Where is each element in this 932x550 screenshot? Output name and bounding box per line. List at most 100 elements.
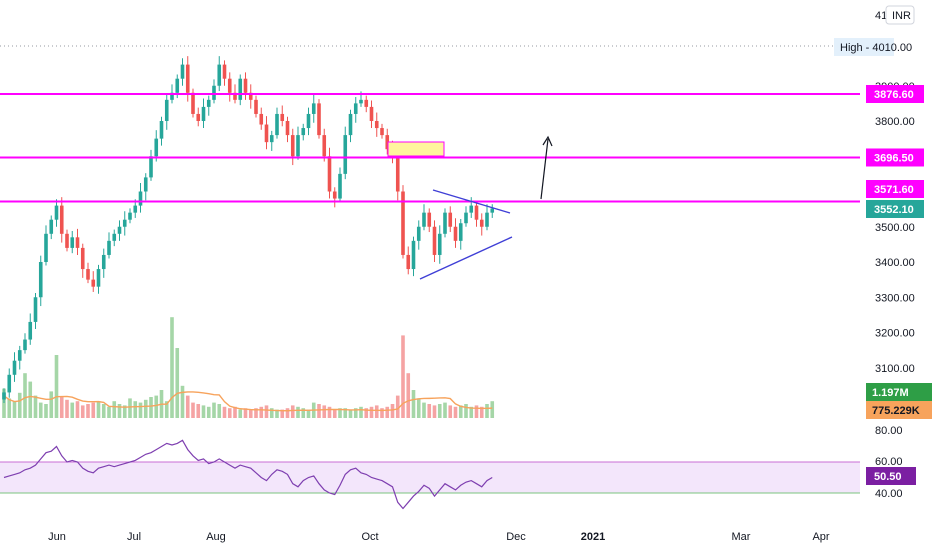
rsi-pane[interactable] <box>0 439 860 510</box>
candle[interactable] <box>395 152 400 201</box>
candle[interactable] <box>86 262 90 284</box>
candle[interactable] <box>306 107 311 136</box>
candle[interactable] <box>458 218 463 250</box>
candle[interactable] <box>117 220 122 241</box>
candle[interactable] <box>201 98 206 129</box>
time-axis[interactable]: Jun Jul Aug Oct Dec 2021 Mar Apr <box>48 531 830 543</box>
candle[interactable] <box>479 213 484 236</box>
candle[interactable] <box>180 58 185 86</box>
projection-arrow-line[interactable] <box>540 138 549 200</box>
candle[interactable] <box>70 230 75 254</box>
candle[interactable] <box>159 116 164 146</box>
candle[interactable] <box>437 225 442 264</box>
trendline-lower[interactable] <box>419 236 513 280</box>
candle[interactable] <box>238 74 243 106</box>
price-badge[interactable]: 3571.60 <box>866 180 924 198</box>
candle[interactable] <box>338 167 342 203</box>
candle[interactable] <box>348 109 353 143</box>
high-price-label[interactable]: High - 4010.00 <box>834 38 912 56</box>
candle[interactable] <box>112 229 117 247</box>
supply-zone-box[interactable] <box>387 141 445 157</box>
candle[interactable] <box>353 97 358 123</box>
candle[interactable] <box>275 107 279 139</box>
candle[interactable] <box>327 147 332 199</box>
candle[interactable] <box>12 352 17 382</box>
candle[interactable] <box>128 208 132 224</box>
candle[interactable] <box>28 313 33 345</box>
candle[interactable] <box>138 183 143 213</box>
candle[interactable] <box>343 126 348 180</box>
candle[interactable] <box>164 93 169 130</box>
candle[interactable] <box>206 95 211 116</box>
candle[interactable] <box>490 204 495 218</box>
currency-label[interactable]: 41 INR <box>875 5 915 25</box>
candle[interactable] <box>17 345 22 370</box>
candle[interactable] <box>317 99 321 139</box>
rsi-current-badge[interactable]: 50.50 <box>866 467 916 485</box>
candle[interactable] <box>248 84 253 109</box>
candle[interactable] <box>122 211 127 236</box>
candle[interactable] <box>411 236 416 277</box>
candle[interactable] <box>432 220 437 262</box>
candle[interactable] <box>269 130 274 151</box>
candle[interactable] <box>448 206 453 233</box>
candle[interactable] <box>332 187 337 208</box>
price-axis[interactable]: 3100.00 3200.00 3300.00 3400.00 3500.00 3800.… <box>834 38 932 500</box>
candle[interactable] <box>380 123 384 139</box>
candle[interactable] <box>91 271 96 292</box>
candle[interactable] <box>453 218 458 248</box>
candle[interactable] <box>65 229 69 252</box>
candle[interactable] <box>301 123 306 141</box>
candle[interactable] <box>49 215 54 240</box>
candle[interactable] <box>311 94 316 123</box>
candle[interactable] <box>23 333 27 354</box>
candle[interactable] <box>107 232 111 259</box>
candle[interactable] <box>422 204 426 231</box>
candle[interactable] <box>374 112 379 137</box>
candle[interactable] <box>264 116 269 150</box>
candle[interactable] <box>75 228 80 255</box>
candle[interactable] <box>96 264 101 294</box>
candle[interactable] <box>2 388 6 403</box>
candle[interactable] <box>212 79 216 104</box>
candle[interactable] <box>80 243 85 278</box>
candle[interactable] <box>243 72 248 100</box>
candle[interactable] <box>280 105 285 127</box>
candle[interactable] <box>296 126 300 160</box>
candle[interactable] <box>191 88 195 118</box>
candle[interactable] <box>285 116 290 143</box>
price-badge[interactable]: 3552.10 <box>866 200 924 218</box>
price-badge[interactable]: 3696.50 <box>866 148 924 167</box>
candle[interactable] <box>474 201 479 227</box>
candle[interactable] <box>427 208 432 233</box>
candle[interactable] <box>485 204 489 231</box>
candlestick-series[interactable] <box>2 56 495 403</box>
candle[interactable] <box>7 368 12 398</box>
candle[interactable] <box>464 206 468 227</box>
candle[interactable] <box>443 208 447 238</box>
candle[interactable] <box>54 199 59 227</box>
candle[interactable] <box>259 107 264 130</box>
candle[interactable] <box>406 246 411 275</box>
candle[interactable] <box>149 149 153 181</box>
volume-badge[interactable]: 1.197M <box>866 383 932 401</box>
candle[interactable] <box>364 95 369 113</box>
candle[interactable] <box>222 60 227 86</box>
candle[interactable] <box>154 130 159 162</box>
candle[interactable] <box>369 100 374 129</box>
candle[interactable] <box>385 128 390 155</box>
candle[interactable] <box>254 95 258 118</box>
candle[interactable] <box>59 197 64 243</box>
candle[interactable] <box>101 248 106 278</box>
candle[interactable] <box>416 220 421 250</box>
drawings-layer[interactable] <box>0 92 860 280</box>
candle[interactable] <box>469 197 474 218</box>
volume-badge[interactable]: 775.229K <box>866 401 932 419</box>
candle[interactable] <box>33 293 38 329</box>
price-badge[interactable]: 3876.60 <box>866 84 924 103</box>
candle[interactable] <box>227 72 232 102</box>
candle[interactable] <box>322 128 327 162</box>
candle[interactable] <box>217 56 222 92</box>
candle[interactable] <box>290 128 295 166</box>
